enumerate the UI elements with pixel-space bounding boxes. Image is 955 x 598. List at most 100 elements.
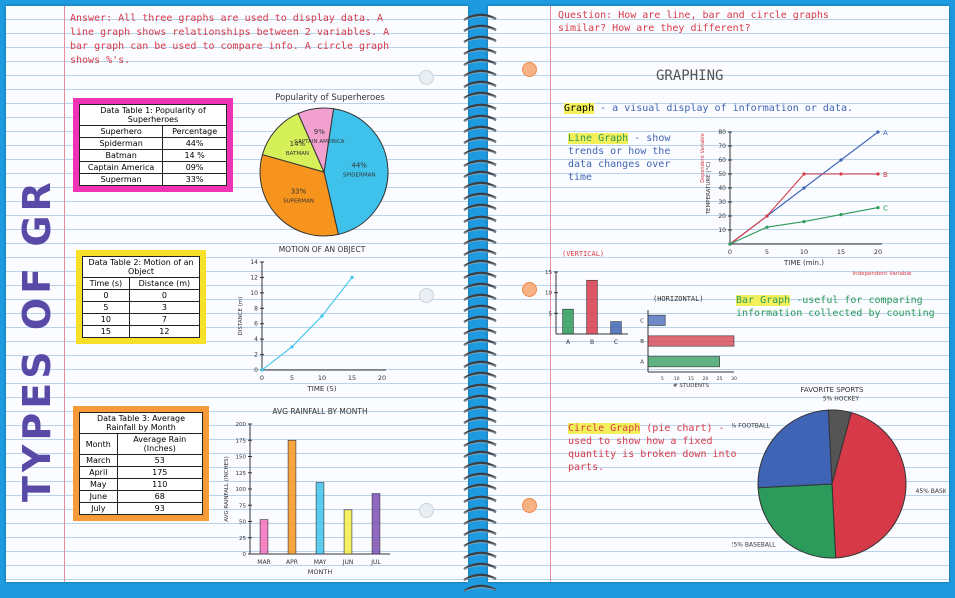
- bar-graph-def: -useful for comparing information collec…: [736, 295, 935, 319]
- graph-term: Graph: [564, 103, 595, 114]
- series-end-label: A: [883, 129, 888, 137]
- bar: [647, 314, 666, 326]
- bar-graph-term: Bar Graph: [736, 295, 791, 306]
- x-tick-label: 5: [765, 248, 769, 256]
- slice-value-label: 44%: [351, 162, 367, 170]
- pie-slice: [259, 153, 340, 237]
- x-tick-label: 10: [318, 374, 326, 382]
- y-tick-label: 80: [718, 129, 726, 136]
- bar: [371, 493, 381, 555]
- spiral-coil: [460, 86, 500, 100]
- spiral-coil: [460, 523, 500, 537]
- y-tick-label: 15: [545, 270, 552, 276]
- x-tick-label: 20: [874, 248, 882, 256]
- spiral-coil: [460, 512, 500, 525]
- table-row: 15 12: [82, 325, 201, 338]
- table-row: July 93: [79, 502, 204, 515]
- table2-header: Time (s): [82, 277, 130, 290]
- spiral-coil: [460, 389, 500, 402]
- table-cell: 110: [116, 478, 204, 491]
- table-cell: July: [79, 502, 118, 515]
- table-cell: 0: [82, 289, 130, 302]
- spiral-coil: [460, 355, 500, 369]
- slice-label: 5% HOCKEY: [823, 395, 860, 402]
- pie-slice: [323, 108, 389, 235]
- punch-hole: [419, 503, 434, 518]
- x-tick-label: 20: [702, 376, 708, 382]
- line-graph-definition: Line Graph - show trends or how the data…: [568, 132, 698, 184]
- series-line: [261, 277, 353, 371]
- spiral-coil: [460, 546, 500, 559]
- table-row: Captain America 09%: [78, 161, 227, 174]
- spiral-coil: [460, 557, 500, 570]
- y-tick-label: 10: [718, 227, 726, 234]
- spiral-coil: [460, 434, 500, 447]
- spiral-coil: [460, 42, 500, 55]
- data-point: [260, 368, 264, 372]
- x-tick-label: 30: [731, 376, 737, 382]
- spiral-coil: [460, 378, 500, 391]
- table3-title: Data Table 3: Average Rainfall by Month: [79, 412, 203, 434]
- spiral-coil: [460, 299, 500, 313]
- bar: [610, 321, 622, 335]
- chart-title: MOTION OF AN OBJECT: [279, 245, 366, 254]
- data-point: [350, 275, 354, 280]
- data-point: [728, 242, 732, 246]
- spiral-coil: [460, 288, 500, 301]
- spiral-coil: [460, 266, 500, 279]
- series-line: [729, 207, 879, 245]
- motion-line-chart: MOTION OF AN OBJECT 0 5 10 15 20 0 2 4 6 8 10 12 14 TI…: [238, 245, 386, 393]
- spiral-coil: [460, 187, 500, 201]
- table1-header: Percentage: [162, 125, 227, 138]
- table-row: April 175: [79, 466, 204, 479]
- spiral-coil: [460, 98, 500, 111]
- bar: [586, 279, 598, 335]
- table-cell: May: [79, 478, 118, 491]
- circle-graph-def: (pie chart) - used to show how a fixed q…: [568, 423, 737, 473]
- spiral-coil: [460, 501, 500, 514]
- x-tick-label: 10: [800, 248, 808, 256]
- left-page: Answer: All three graphs are used to dis…: [6, 6, 468, 582]
- bar: [647, 335, 735, 347]
- bar: [315, 482, 325, 555]
- spiral-coil: [460, 568, 500, 581]
- data-table-1: Data Table 1: Popularity of Superheroes …: [73, 98, 233, 192]
- y-tick-label: 50: [239, 520, 246, 526]
- table-cell: March: [79, 454, 118, 467]
- spiral-coil: [460, 165, 500, 178]
- table-cell: 3: [128, 301, 201, 314]
- table-cell: 0: [128, 289, 201, 302]
- answer-text: Answer: All three graphs are used to dis…: [70, 13, 390, 66]
- pie-slice: [831, 411, 907, 559]
- data-point: [839, 158, 843, 162]
- chart-title: AVG RAINFALL BY MONTH: [272, 407, 367, 416]
- superheroes-pie-chart: Popularity of Superheroes 44% SPIDERMAN 33%…: [259, 93, 389, 237]
- y-tick-label: 20: [718, 213, 726, 220]
- rainfall-bar-chart: AVG RAINFALL BY MONTH MAR APR MAY JUN JUL 0 25 5…: [224, 407, 390, 576]
- slice-label: 25% BASEBALL: [732, 541, 776, 548]
- y-tick-label: 10: [545, 291, 552, 297]
- table-cell: 53: [116, 454, 204, 467]
- bar-graph-definition: Bar Graph -useful for comparing informat…: [736, 294, 936, 320]
- right-margin-line: [550, 6, 551, 582]
- table-cell: Captain America: [78, 161, 164, 174]
- slice-label: 45% BASKETBALL: [916, 488, 946, 495]
- vertical-label: (VERTICAL): [562, 250, 605, 258]
- spiral-coil: [460, 75, 500, 89]
- spiral-coil: [460, 154, 500, 167]
- table-row: Spiderman 44%: [78, 137, 227, 150]
- y-tick-label: 8: [254, 305, 258, 312]
- table-cell: April: [79, 466, 118, 479]
- x-tick-label: 5: [290, 374, 294, 382]
- y-axis-label: AVG RAINFALL (INCHES): [224, 456, 230, 522]
- category-label: B: [640, 339, 644, 345]
- x-tick-label: 15: [688, 376, 694, 382]
- data-point: [876, 206, 880, 210]
- y-tick-label: 0: [254, 367, 258, 374]
- graph-def: - a visual display of information or dat…: [600, 103, 854, 114]
- spiral-coil: [460, 8, 500, 21]
- x-axis-label: MONTH: [308, 568, 333, 576]
- table3-header: Average Rain (Inches): [116, 433, 204, 455]
- slice-value-label: 14%: [290, 140, 306, 148]
